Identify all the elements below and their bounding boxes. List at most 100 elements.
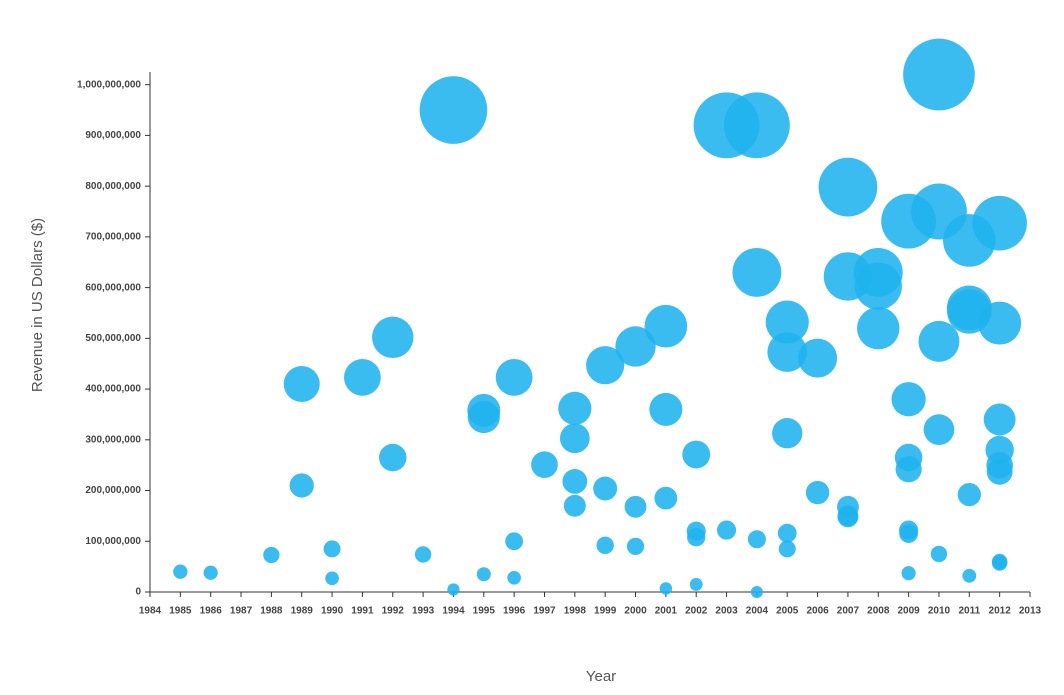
bubble [689, 577, 703, 591]
x-tick-label: 1998 [564, 606, 587, 617]
bubble [414, 546, 432, 563]
bubble [747, 530, 766, 549]
x-tick-label: 2013 [1019, 606, 1042, 617]
y-axis-label: Revenue in US Dollars ($) [29, 218, 46, 392]
bubble [962, 568, 977, 583]
bubble [750, 586, 763, 598]
bubble [978, 301, 1022, 345]
x-tick-label: 2000 [624, 606, 647, 617]
bubble [767, 332, 808, 372]
bubble [476, 567, 491, 582]
bubble [563, 494, 586, 517]
x-tick-label: 1988 [260, 606, 283, 617]
bubble [891, 382, 926, 417]
bubble [531, 451, 558, 479]
x-tick-label: 1996 [503, 606, 526, 617]
x-tick-label: 1993 [412, 606, 435, 617]
x-tick-label: 2010 [928, 606, 951, 617]
y-tick-label: 700,000,000 [85, 232, 141, 243]
bubble [732, 247, 782, 297]
bubble [203, 565, 218, 580]
bubble [901, 566, 916, 581]
bubble [325, 571, 339, 586]
bubble [972, 195, 1027, 251]
bubble [419, 76, 488, 144]
bubble [596, 536, 614, 555]
y-tick-label: 1,000,000,000 [77, 79, 141, 90]
bubble [772, 418, 803, 449]
bubble [687, 528, 706, 547]
y-tick-label: 500,000,000 [85, 333, 141, 344]
bubble [991, 555, 1008, 571]
bubble [798, 338, 838, 378]
x-tick-label: 2006 [806, 606, 829, 617]
bubble [837, 506, 859, 528]
x-tick-label: 1994 [442, 606, 465, 617]
bubble [857, 306, 900, 350]
x-tick-label: 1987 [230, 606, 253, 617]
bubble [593, 476, 618, 501]
x-tick-label: 1989 [291, 606, 314, 617]
bubble [263, 546, 280, 564]
bubble [495, 359, 533, 396]
x-tick-label: 1985 [169, 606, 192, 617]
bubble [682, 440, 711, 469]
bubble [778, 540, 796, 558]
bubble [895, 456, 922, 483]
bubble [289, 473, 314, 498]
x-tick-label: 2003 [715, 606, 738, 617]
bubble [467, 400, 500, 434]
bubble [723, 92, 790, 159]
bubble [283, 366, 320, 402]
bubble [818, 157, 878, 217]
bubble [899, 524, 918, 544]
bubble [805, 480, 830, 505]
x-tick-label: 2007 [837, 606, 860, 617]
x-tick-label: 2002 [685, 606, 708, 617]
y-tick-label: 0 [135, 587, 141, 598]
bubble [344, 359, 381, 396]
bubble [765, 300, 809, 344]
y-tick-label: 600,000,000 [85, 282, 141, 293]
x-tick-label: 1990 [321, 606, 344, 617]
bubble [558, 391, 592, 425]
x-tick-label: 2008 [867, 606, 890, 617]
bubble [903, 38, 975, 111]
bubble [644, 304, 688, 348]
y-tick-label: 100,000,000 [85, 536, 141, 547]
bubble [716, 520, 737, 540]
bubble [923, 414, 955, 446]
bubble [562, 469, 588, 494]
bubble [505, 532, 524, 551]
bubble [615, 326, 656, 367]
y-tick-label: 300,000,000 [85, 434, 141, 445]
x-tick-label: 2011 [958, 606, 980, 617]
bubble [447, 583, 460, 596]
y-tick-label: 900,000,000 [85, 130, 141, 141]
bubble [957, 482, 981, 507]
x-tick-label: 2005 [776, 606, 799, 617]
bubble [507, 570, 521, 585]
x-tick-label: 2009 [897, 606, 920, 617]
x-tick-label: 1997 [533, 606, 556, 617]
x-tick-label: 2004 [746, 606, 769, 617]
bubble [586, 346, 625, 385]
bubble [626, 537, 645, 555]
bubble [854, 262, 902, 310]
bubble [323, 540, 341, 558]
x-tick-label: 1999 [594, 606, 617, 617]
bubble [983, 403, 1016, 436]
x-axis-label: Year [586, 668, 616, 685]
x-tick-label: 1992 [382, 606, 405, 617]
bubble [624, 495, 647, 518]
bubble [654, 486, 678, 510]
bubble [173, 564, 188, 579]
bubble [372, 316, 414, 359]
x-tick-label: 2012 [989, 606, 1012, 617]
bubble [559, 423, 590, 454]
y-tick-label: 800,000,000 [85, 181, 141, 192]
x-tick-label: 1984 [139, 606, 162, 617]
y-tick-label: 200,000,000 [85, 485, 141, 496]
x-tick-label: 1991 [351, 606, 374, 617]
